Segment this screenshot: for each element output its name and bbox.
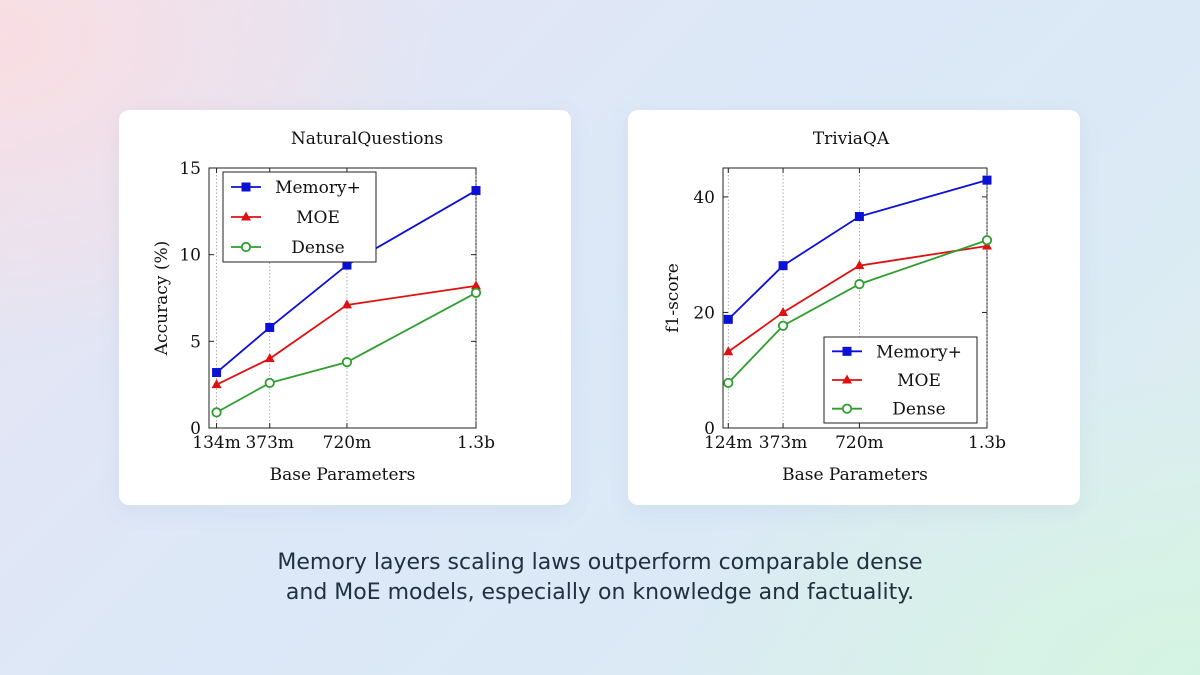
data-point-memory xyxy=(778,261,788,271)
data-point-moe xyxy=(341,299,352,309)
x-axis-label: Base Parameters xyxy=(782,465,928,485)
caption-line-1: Memory layers scaling laws outperform co… xyxy=(277,550,923,575)
legend-marker-dense xyxy=(240,241,252,253)
data-point-dense xyxy=(264,377,275,389)
naturalquestions-chart-card: NaturalQuestions 134m 373m 720m 1.3b 0 5 10 15 Ba… xyxy=(119,110,571,505)
naturalquestions-chart: NaturalQuestions 134m 373m 720m 1.3b 0 5 10 15 Ba… xyxy=(152,129,495,485)
data-point-dense xyxy=(341,357,353,368)
data-point-dense xyxy=(723,377,734,389)
chart-title: NaturalQuestions xyxy=(291,129,443,149)
series-dense xyxy=(211,287,482,418)
data-point-dense xyxy=(854,279,865,290)
data-point-memory xyxy=(212,368,222,378)
x-tick-label: 720m xyxy=(835,433,884,453)
series-line-dense xyxy=(216,292,477,414)
series-line-moe xyxy=(216,284,477,386)
data-point-moe xyxy=(723,346,734,356)
legend-label-memory: Memory+ xyxy=(275,178,361,198)
y-axis-label: f1-score xyxy=(663,263,683,333)
legend-label-dense: Dense xyxy=(291,238,344,258)
series-line-memory xyxy=(215,189,477,374)
series-memory xyxy=(212,186,481,378)
y-tick-label: 0 xyxy=(190,419,201,439)
data-point-moe xyxy=(854,260,865,270)
y-tick-label: 15 xyxy=(179,159,201,179)
data-point-moe xyxy=(211,379,222,389)
y-tick-label: 0 xyxy=(704,419,715,439)
data-point-memory xyxy=(723,314,733,324)
legend-label-moe: MOE xyxy=(296,208,340,228)
legend: Memory+ MOE Dense xyxy=(222,171,377,263)
data-point-memory xyxy=(342,260,352,270)
legend-label-dense: Dense xyxy=(892,400,945,420)
series-moe xyxy=(211,280,481,389)
x-tick-label: 1.3b xyxy=(968,433,1006,453)
chart-title: TriviaQA xyxy=(813,129,890,149)
y-tick-label: 10 xyxy=(179,246,201,266)
data-point-moe xyxy=(471,280,481,290)
series-line-dense xyxy=(727,239,988,384)
data-point-dense xyxy=(470,287,482,298)
y-tick-label: 20 xyxy=(693,303,715,323)
series-memory xyxy=(723,175,992,324)
data-point-memory xyxy=(854,212,864,222)
x-tick-label: 124m xyxy=(704,433,753,453)
data-point-dense xyxy=(777,320,789,331)
legend-marker-moe xyxy=(241,211,251,221)
x-axis-label: Base Parameters xyxy=(270,465,416,485)
data-point-memory xyxy=(265,322,275,332)
series-dense xyxy=(723,235,993,389)
series-line-moe xyxy=(727,245,988,353)
data-point-memory xyxy=(471,186,481,196)
legend-marker-dense xyxy=(841,403,853,414)
legend-label-moe: MOE xyxy=(897,371,941,391)
legend: Memory+ MOE Dense xyxy=(823,336,978,424)
data-point-dense xyxy=(981,235,993,246)
data-point-dense xyxy=(211,407,222,418)
data-point-moe xyxy=(778,306,789,316)
legend-marker-moe xyxy=(842,374,852,384)
y-axis-label: Accuracy (%) xyxy=(152,241,172,356)
data-point-memory xyxy=(982,175,992,185)
y-tick-label: 5 xyxy=(190,332,201,352)
y-tick-label: 40 xyxy=(693,188,715,208)
x-tick-label: 373m xyxy=(245,433,294,453)
legend-marker-memory xyxy=(842,346,852,356)
caption: Memory layers scaling laws outperform co… xyxy=(0,548,1200,608)
x-tick-label: 134m xyxy=(192,433,241,453)
x-tick-label: 720m xyxy=(323,433,372,453)
legend-label-memory: Memory+ xyxy=(876,342,962,362)
triviaqa-chart-card: TriviaQA 124m 373m 720m 1.3b 0 20 40 Base Parame… xyxy=(628,110,1080,505)
x-tick-label: 1.3b xyxy=(457,433,495,453)
triviaqa-chart: TriviaQA 124m 373m 720m 1.3b 0 20 40 Base Parame… xyxy=(663,129,1006,485)
legend-marker-memory xyxy=(241,182,251,192)
x-tick-label: 373m xyxy=(759,433,808,453)
series-line-memory xyxy=(727,179,988,321)
caption-line-2: and MoE models, especially on knowledge … xyxy=(285,580,915,605)
data-point-moe xyxy=(264,353,275,363)
